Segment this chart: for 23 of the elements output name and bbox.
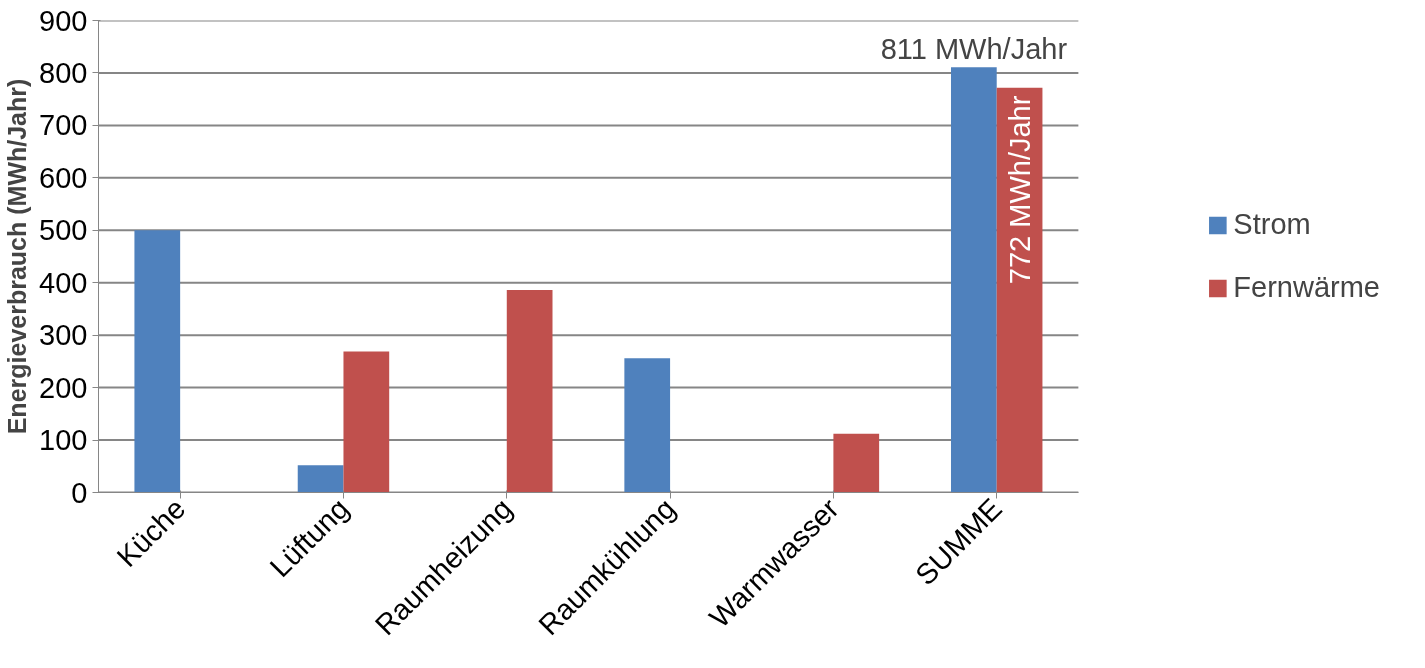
- bar: [343, 351, 390, 493]
- legend-label: Strom: [1233, 208, 1311, 241]
- bar: [833, 433, 880, 493]
- bar: [297, 465, 344, 493]
- bar: [506, 290, 553, 493]
- y-tick-label: 600: [39, 161, 88, 194]
- y-tick-label: 0: [71, 476, 88, 509]
- bar: [134, 230, 181, 493]
- y-tick-label: 800: [39, 56, 88, 89]
- y-tick-label: 500: [39, 214, 88, 247]
- y-tick-label: 900: [39, 4, 88, 37]
- data-label: 772 MWh/Jahr: [1003, 95, 1036, 285]
- data-label: 811 MWh/Jahr: [880, 33, 1068, 66]
- legend-label: Fernwärme: [1233, 271, 1380, 304]
- y-tick-label: 100: [39, 424, 88, 457]
- y-tick-label: 400: [39, 266, 88, 299]
- y-axis-title: Energieverbrauch (MWh/Jahr): [3, 78, 32, 435]
- bar: [996, 87, 1043, 493]
- bar: [950, 67, 997, 493]
- y-tick-label: 700: [39, 109, 88, 142]
- bar: [624, 358, 671, 493]
- y-tick-label: 300: [39, 319, 88, 352]
- y-tick-label: 200: [39, 371, 88, 404]
